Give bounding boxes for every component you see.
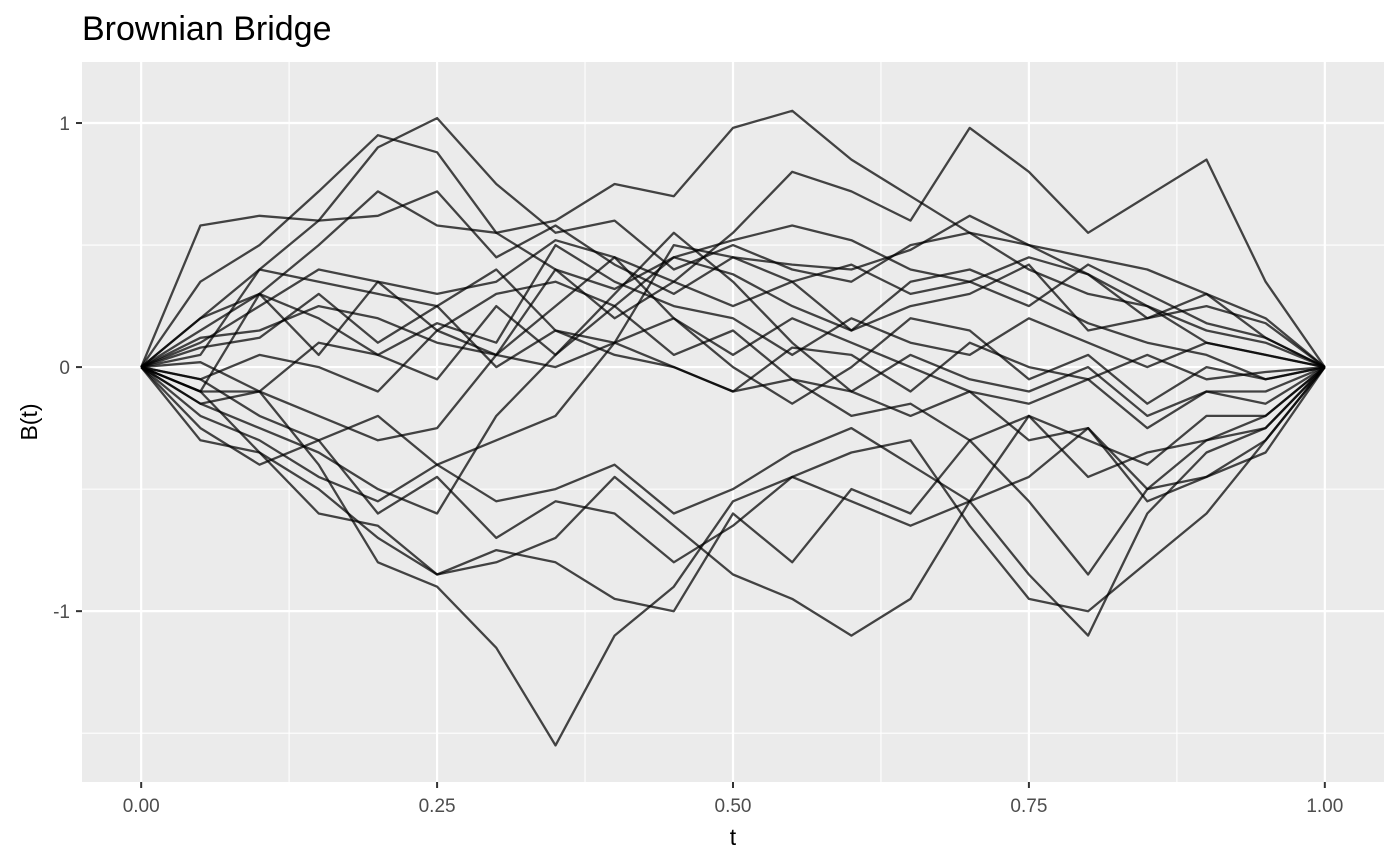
x-tick-label: 1.00 bbox=[1306, 796, 1343, 817]
series-line-6 bbox=[140, 214, 1326, 369]
series-line-9 bbox=[140, 243, 1326, 393]
chart-title: Brownian Bridge bbox=[82, 10, 331, 48]
series-line-12 bbox=[141, 304, 1326, 418]
x-tick-label: 0.50 bbox=[715, 796, 752, 817]
y-axis-title: B(t) bbox=[16, 403, 42, 440]
series-line-13 bbox=[140, 256, 1326, 442]
series-line-3 bbox=[140, 116, 1326, 369]
series-line-17 bbox=[140, 366, 1326, 564]
x-tick-label: 0.00 bbox=[123, 796, 160, 817]
series-line-16 bbox=[140, 366, 1326, 515]
series-layer bbox=[140, 109, 1326, 747]
y-tick-label: 0 bbox=[59, 358, 70, 379]
y-tick-label: -1 bbox=[53, 602, 70, 623]
series-line-20 bbox=[140, 366, 1326, 637]
series-line-4 bbox=[140, 109, 1326, 369]
series-line-2 bbox=[140, 134, 1326, 381]
series-line-5 bbox=[140, 126, 1326, 369]
x-tick-label: 0.75 bbox=[1010, 796, 1047, 817]
x-tick-label: 0.25 bbox=[419, 796, 456, 817]
series-line-19 bbox=[140, 366, 1326, 747]
y-tick-label: 1 bbox=[59, 114, 70, 135]
series-line-18 bbox=[140, 366, 1326, 613]
x-axis: 0.00 0.25 0.50 0.75 1.00 bbox=[123, 782, 1343, 817]
series-line-14 bbox=[140, 341, 1326, 466]
y-axis: -1 0 1 bbox=[53, 114, 82, 623]
series-line-11 bbox=[140, 317, 1326, 405]
x-axis-title: t bbox=[730, 824, 737, 850]
